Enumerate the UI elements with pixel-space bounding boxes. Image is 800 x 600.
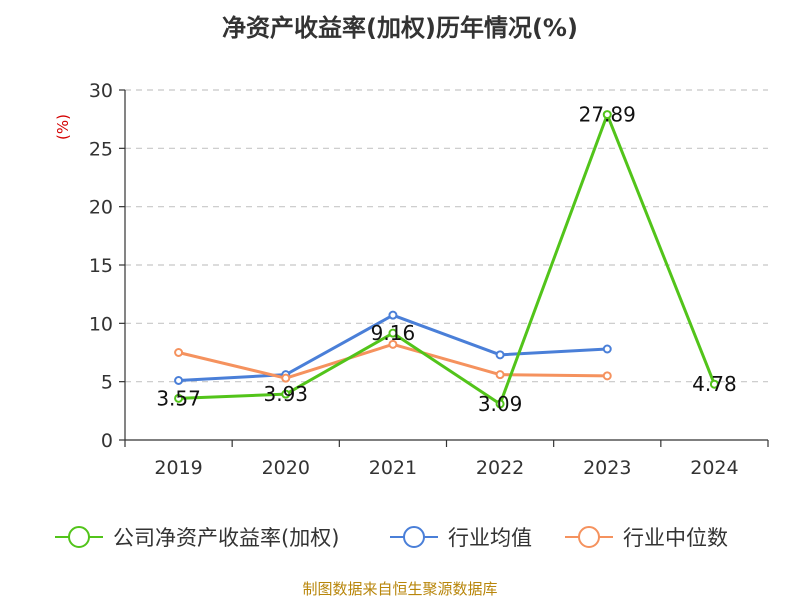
data-point <box>388 310 398 320</box>
data-labels: 3.57 3.93 9.16 3.09 27.89 4.78 <box>156 103 736 416</box>
grid-lines <box>125 89 768 383</box>
legend-label: 行业均值 <box>448 526 532 550</box>
data-point <box>602 110 612 120</box>
data-label: 3.57 <box>156 386 201 410</box>
x-tick-label: 2021 <box>369 457 417 479</box>
legend-label: 行业中位数 <box>623 526 728 550</box>
y-tick-label: 5 <box>101 372 113 394</box>
legend-marker-icon <box>68 526 90 548</box>
y-tick-label: 15 <box>89 255 113 277</box>
data-point <box>495 350 505 360</box>
data-point <box>495 370 505 380</box>
data-point <box>602 344 612 354</box>
chart-title: 净资产收益率(加权)历年情况(%) <box>222 14 578 42</box>
data-point <box>495 399 505 409</box>
x-tick-label: 2020 <box>262 457 310 479</box>
data-point <box>709 379 719 389</box>
series-line-2 <box>178 342 608 380</box>
data-point <box>281 373 291 383</box>
data-label: 9.16 <box>371 321 416 345</box>
y-tick-label: 0 <box>101 430 113 452</box>
data-label: 3.93 <box>263 382 308 406</box>
legend-label: 公司净资产收益率(加权) <box>113 526 339 550</box>
data-point <box>174 393 184 403</box>
data-point <box>388 328 398 338</box>
y-axis-unit: (%) <box>54 114 72 140</box>
y-tick-label: 30 <box>89 80 113 102</box>
legend-marker-icon <box>578 526 600 548</box>
data-label: 4.78 <box>692 372 737 396</box>
x-tick-label: 2023 <box>583 457 631 479</box>
source-note: 制图数据来自恒生聚源数据库 <box>302 580 497 598</box>
legend-item-0[interactable]: 公司净资产收益率(加权) <box>55 526 339 550</box>
x-tick-label: 2019 <box>154 457 202 479</box>
data-point <box>281 389 291 399</box>
legend-marker-icon <box>403 526 425 548</box>
y-tick-label: 25 <box>89 138 113 160</box>
series-lines <box>174 110 719 409</box>
y-tick-label: 20 <box>89 197 113 219</box>
y-tick-label: 10 <box>89 313 113 335</box>
data-point <box>174 376 184 385</box>
legend[interactable]: 公司净资产收益率(加权) 行业均值 行业中位数 <box>55 526 728 550</box>
data-label: 27.89 <box>579 103 636 127</box>
series-line-0 <box>178 113 716 406</box>
data-point <box>388 339 398 349</box>
data-point <box>602 371 612 381</box>
x-tick-label: 2024 <box>690 457 738 479</box>
legend-item-1[interactable]: 行业均值 <box>390 526 532 550</box>
x-tick-label: 2022 <box>476 457 524 479</box>
legend-item-2[interactable]: 行业中位数 <box>565 526 728 550</box>
axes: 0 5 10 15 20 25 30 2019 2020 2021 2022 2023 2024 <box>89 80 769 479</box>
data-point <box>174 348 184 357</box>
data-label: 3.09 <box>478 392 523 416</box>
